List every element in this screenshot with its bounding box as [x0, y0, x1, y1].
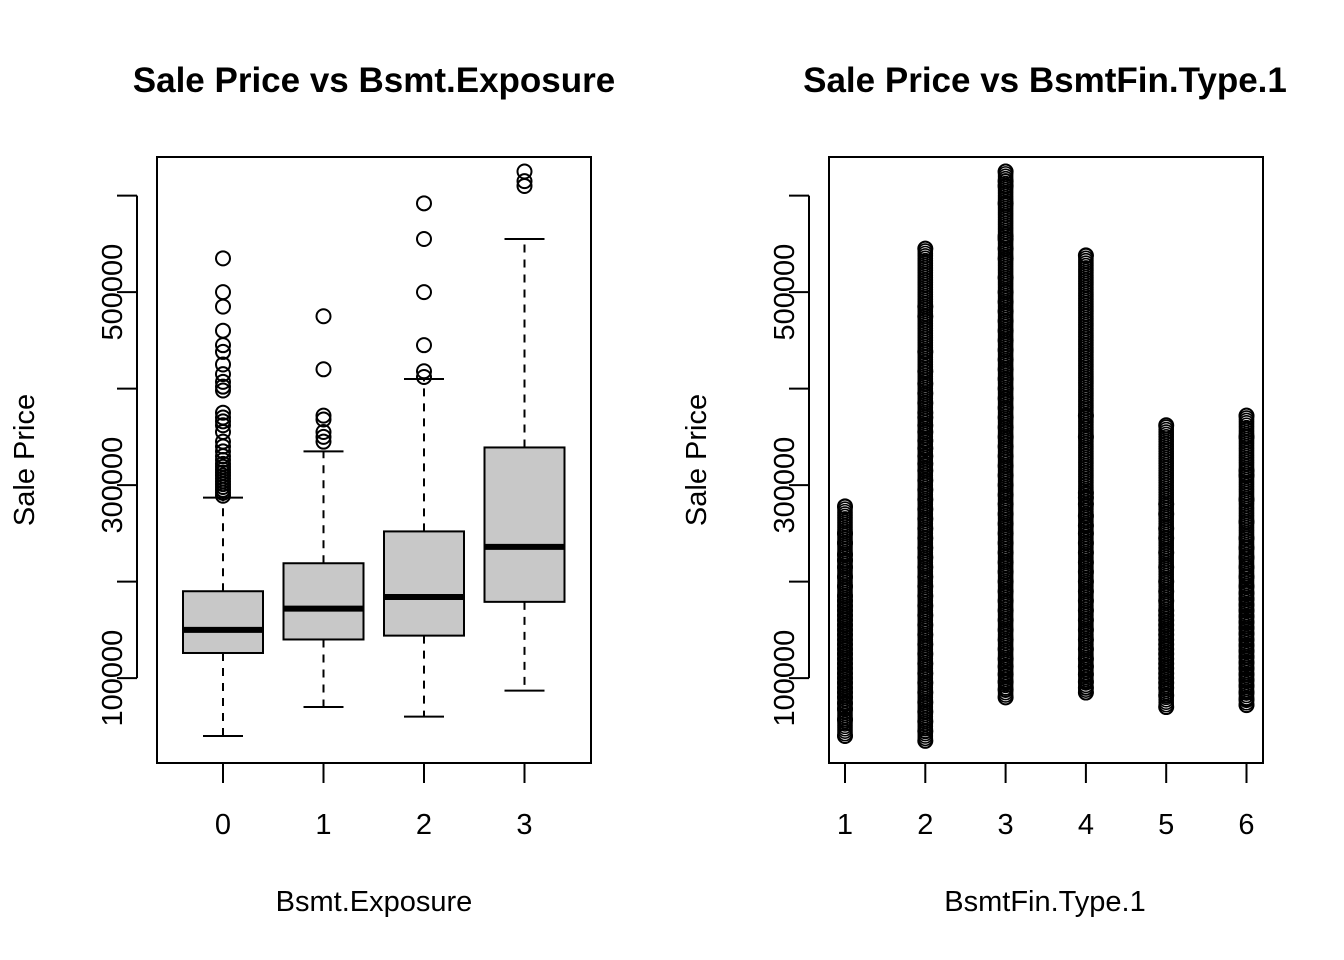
outlier-point	[215, 343, 231, 360]
scatter-point	[1158, 419, 1174, 435]
x-tick-label: 2	[917, 809, 933, 841]
box-3	[483, 446, 566, 603]
outlier-point	[215, 373, 231, 390]
x-tick-label: 3	[516, 809, 532, 841]
y-tick-label: 300000	[97, 437, 129, 534]
outlier-point	[315, 428, 332, 445]
outlier-point	[215, 322, 231, 339]
x-tick-label: 3	[998, 809, 1014, 841]
y-tick-label: 100000	[769, 630, 801, 727]
scatter-point	[917, 240, 934, 257]
x-tick-label: 1	[837, 809, 853, 841]
chart-title: Sale Price vs BsmtFin.Type.1	[803, 61, 1287, 100]
outlier-point	[315, 424, 332, 441]
outlier-point	[416, 363, 432, 380]
outlier-point	[215, 433, 231, 450]
outlier-point	[315, 308, 332, 325]
outlier-point	[416, 195, 432, 212]
scatter-point	[1078, 248, 1094, 264]
y-axis-label: Sale Price	[681, 394, 713, 526]
outlier-point	[416, 284, 432, 301]
outlier-point	[215, 250, 231, 267]
scatter-point	[997, 163, 1014, 180]
scatter-point	[1238, 407, 1255, 424]
scatter-marks	[837, 163, 1255, 749]
y-axis: 100000 300000 500000	[769, 194, 810, 727]
outlier-point	[215, 284, 231, 301]
outlier-point	[215, 404, 231, 421]
box-2	[383, 530, 465, 637]
x-tick-label: 5	[1158, 809, 1174, 841]
x-axis-label: Bsmt.Exposure	[276, 886, 473, 918]
box-1	[282, 562, 365, 641]
outlier-point	[516, 163, 533, 180]
y-tick-label: 500000	[769, 244, 801, 341]
x-axis-label: BsmtFin.Type.1	[944, 886, 1145, 918]
x-tick-label: 2	[416, 809, 432, 841]
outlier-point	[215, 356, 231, 373]
outlier-point	[416, 231, 432, 248]
x-axis: 1 2 3 4 5 6	[837, 762, 1255, 841]
outlier-point	[215, 298, 231, 315]
plot-frame	[828, 156, 1264, 764]
outlier-point	[215, 378, 231, 395]
outlier-point	[315, 433, 332, 450]
y-axis: 100000 300000 500000	[97, 194, 138, 727]
scatter-point	[837, 499, 853, 515]
outlier-point	[215, 409, 231, 426]
boxplot-marks	[182, 163, 566, 737]
box-0	[182, 590, 264, 654]
outlier-point	[215, 366, 231, 383]
outlier-point	[416, 369, 432, 386]
panel-bsmt-exposure: Sale Price vs Bsmt.Exposure 100000 300000…	[9, 61, 615, 918]
outlier-point	[315, 361, 332, 378]
outlier-point	[416, 337, 432, 354]
y-tick-label: 500000	[97, 244, 129, 341]
y-tick-label: 300000	[769, 437, 801, 534]
outlier-point	[315, 407, 332, 424]
chart-title: Sale Price vs Bsmt.Exposure	[133, 61, 615, 100]
outlier-point	[215, 443, 231, 460]
y-axis-label: Sale Price	[9, 394, 41, 526]
panel-bsmtfin-type-1: Sale Price vs BsmtFin.Type.1 100000 30000…	[681, 61, 1287, 918]
x-tick-label: 6	[1238, 809, 1254, 841]
x-tick-label: 4	[1078, 809, 1094, 841]
y-tick-label: 100000	[97, 630, 129, 727]
x-axis: 0 1 2 3	[215, 762, 533, 841]
x-tick-label: 0	[215, 809, 231, 841]
outlier-point	[516, 173, 533, 190]
x-tick-label: 1	[315, 809, 331, 841]
